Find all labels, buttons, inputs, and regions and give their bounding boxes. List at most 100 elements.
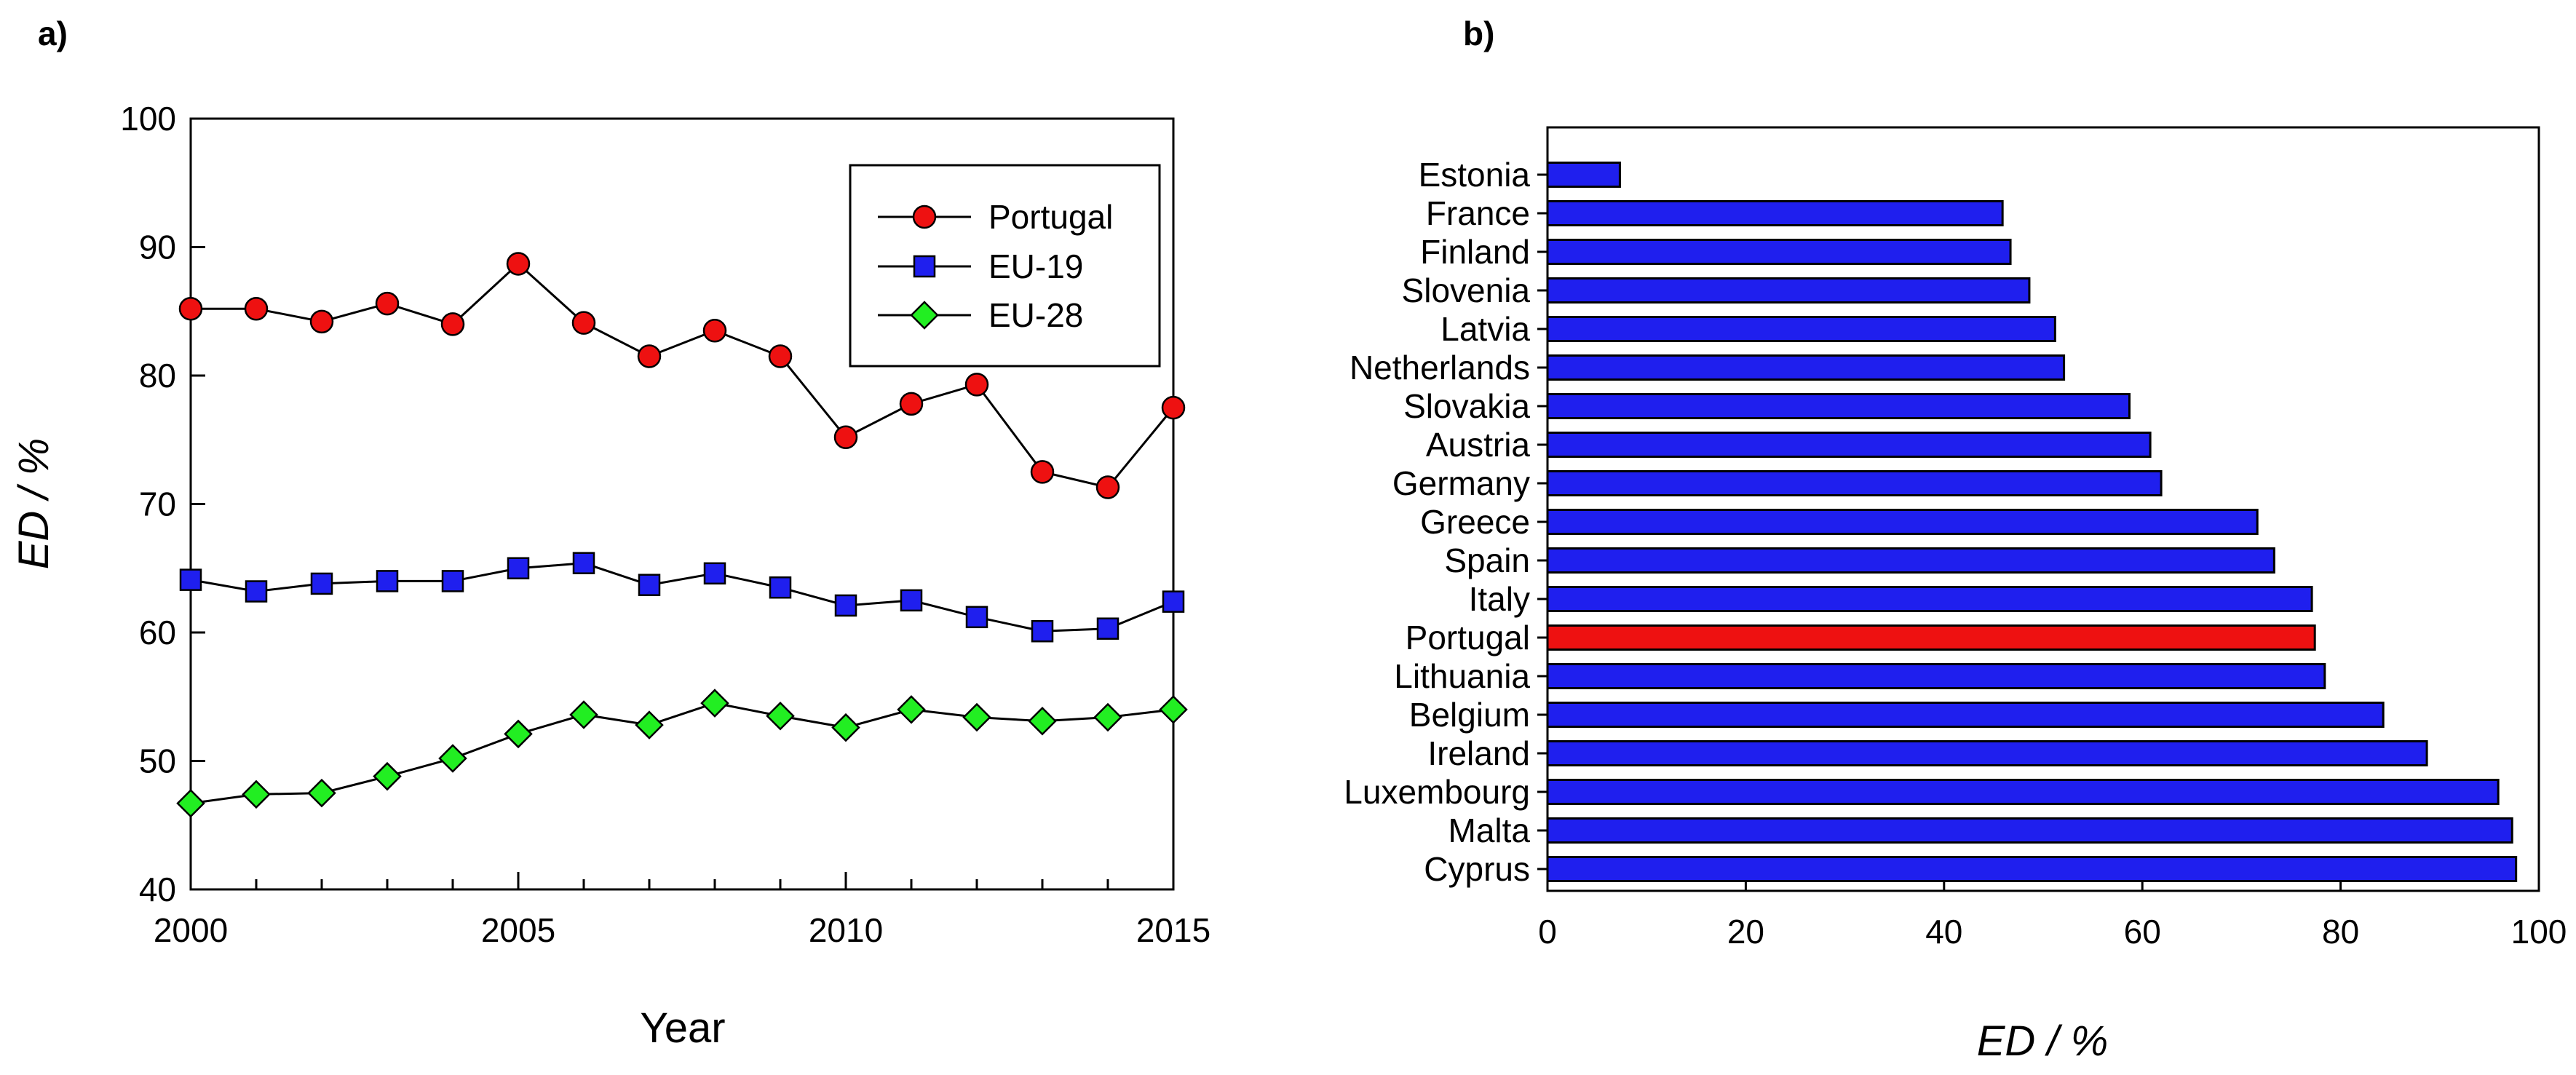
panel-a-label: a) [38,15,68,52]
data-point-eu-28 [1093,702,1122,732]
x-tick-label: 2005 [481,911,555,949]
y-tick-label: 70 [139,485,176,523]
data-point-eu-19 [376,570,399,592]
legend-label-portugal: Portugal [988,198,1113,236]
bar-portugal [1546,624,2316,651]
line-chart-y-axis: 40 50 60 70 80 90 100 [120,100,205,908]
bar-netherlands [1546,354,2066,381]
x-tick-label: 20 [1727,913,1764,951]
data-point-eu-19 [507,557,530,579]
category-label-austria: Austria [1426,426,1531,464]
data-point-eu-28 [569,700,598,729]
data-point-eu-28 [635,710,664,739]
data-point-eu-28 [307,778,336,808]
data-point-eu-19 [900,589,923,612]
bar-malta [1546,817,2513,844]
bar-chart-x-axis: 0 20 40 60 80 100 [1538,873,2567,951]
data-point-eu-19 [1162,590,1185,613]
y-tick-label: 60 [139,614,176,651]
series-line-eu-19 [190,562,1174,632]
bar-slovenia [1546,277,2031,304]
bar-chart-panel: b) 0 20 40 60 80 100 EstoniaFranceFinlandSlov… [1344,15,2567,1065]
data-point-eu-19 [441,570,464,592]
line-chart-x-axis-title: Year [640,1004,725,1052]
line-chart-x-axis: 2000 2005 2010 2015 [154,872,1210,949]
category-label-lithuania: Lithuania [1394,657,1530,695]
bar-finland [1546,239,2012,265]
data-point-portugal [833,425,858,449]
data-point-eu-19 [1096,617,1119,640]
data-point-eu-28 [242,780,271,809]
legend-label-eu28: EU-28 [988,296,1083,334]
category-label-finland: Finland [1420,233,1530,271]
series-line-eu-28 [190,702,1174,805]
data-point-portugal [637,344,662,368]
category-label-spain: Spain [1444,542,1530,579]
bar-austria [1546,432,2152,458]
data-point-eu-19 [572,552,595,574]
data-point-eu-28 [1028,707,1057,736]
x-tick-label: 0 [1538,913,1557,951]
x-tick-label: 2010 [809,911,883,949]
x-tick-label: 2000 [154,911,228,949]
bar-spain [1546,547,2275,574]
data-point-portugal [506,252,531,276]
category-label-cyprus: Cyprus [1424,850,1530,888]
x-tick-label: 80 [2322,913,2359,951]
bar-lithuania [1546,663,2326,689]
legend-marker-diamond [910,301,939,330]
legend-marker-square [913,255,936,278]
data-point-eu-19 [703,562,726,585]
data-point-portugal [1095,475,1120,499]
category-label-slovenia: Slovenia [1402,271,1531,309]
bar-luxembourg [1546,779,2500,805]
bar-france [1546,200,2004,226]
category-label-slovakia: Slovakia [1403,387,1530,425]
data-point-eu-19 [245,580,268,603]
category-label-greece: Greece [1420,503,1530,541]
bar-greece [1546,509,2259,535]
data-point-portugal [1161,395,1186,420]
data-point-eu-28 [438,744,467,773]
category-label-italy: Italy [1469,580,1530,618]
bar-belgium [1546,702,2385,728]
panel-b-label: b) [1463,15,1494,52]
bar-italy [1546,586,2313,612]
data-point-eu-19 [310,572,333,595]
data-point-portugal [571,311,596,335]
category-label-latvia: Latvia [1440,310,1530,348]
data-point-eu-19 [834,594,857,617]
bar-cyprus [1546,856,2518,882]
data-point-eu-28 [897,695,926,724]
data-point-portugal [702,318,727,343]
category-label-portugal: Portugal [1406,619,1530,656]
legend-entry-portugal: Portugal [878,198,1113,236]
data-point-portugal [768,344,793,368]
data-point-eu-19 [1031,619,1054,643]
data-point-eu-19 [769,576,792,599]
data-point-eu-28 [504,719,533,749]
legend-label-eu19: EU-19 [988,247,1083,285]
data-point-portugal [244,296,269,321]
category-label-belgium: Belgium [1409,696,1530,734]
category-label-ireland: Ireland [1427,734,1530,772]
category-label-estonia: Estonia [1419,156,1531,194]
legend-entry-eu28: EU-28 [878,296,1083,334]
data-point-portugal [440,312,465,336]
bar-latvia [1546,316,2056,342]
data-point-portugal [1030,460,1055,484]
y-tick-label: 80 [139,357,176,394]
bar-germany [1546,470,2163,496]
bar-chart-category-axis: EstoniaFranceFinlandSloveniaLatviaNether… [1344,156,1547,888]
data-point-portugal [178,296,203,321]
data-point-portugal [309,309,334,334]
category-label-malta: Malta [1448,812,1531,849]
bar-chart-x-axis-title: ED / % [1977,1018,2109,1065]
x-tick-label: 100 [2511,913,2567,951]
data-point-eu-28 [766,701,795,731]
data-point-eu-19 [965,606,988,629]
data-point-eu-19 [179,568,202,591]
x-tick-label: 2015 [1136,911,1210,949]
data-point-portugal [964,373,989,397]
line-chart-series [176,252,1188,818]
